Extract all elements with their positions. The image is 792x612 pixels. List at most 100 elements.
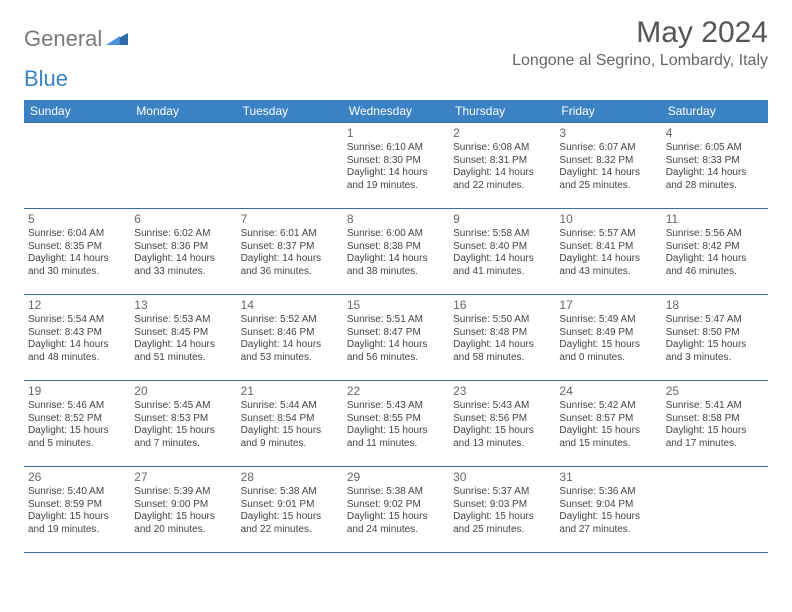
- day-detail-line: Daylight: 15 hours: [134, 511, 232, 524]
- day-detail-line: Daylight: 15 hours: [347, 425, 445, 438]
- day-number: 18: [666, 298, 764, 312]
- calendar-week-row: 12Sunrise: 5:54 AMSunset: 8:43 PMDayligh…: [24, 295, 768, 381]
- day-detail-line: Sunrise: 5:36 AM: [559, 486, 657, 499]
- day-number: 20: [134, 384, 232, 398]
- day-detail-line: Sunrise: 5:42 AM: [559, 400, 657, 413]
- day-number: 24: [559, 384, 657, 398]
- calendar-day-cell: 29Sunrise: 5:38 AMSunset: 9:02 PMDayligh…: [343, 467, 449, 553]
- calendar-day-cell: 28Sunrise: 5:38 AMSunset: 9:01 PMDayligh…: [237, 467, 343, 553]
- day-number: 21: [241, 384, 339, 398]
- day-detail-line: Daylight: 14 hours: [241, 253, 339, 266]
- day-header: Thursday: [449, 100, 555, 123]
- day-detail-line: Sunrise: 5:46 AM: [28, 400, 126, 413]
- day-detail-line: Sunrise: 5:54 AM: [28, 314, 126, 327]
- day-detail-line: Sunset: 8:46 PM: [241, 327, 339, 340]
- day-number: 9: [453, 212, 551, 226]
- day-detail-line: Daylight: 14 hours: [666, 253, 764, 266]
- calendar-day-cell: 27Sunrise: 5:39 AMSunset: 9:00 PMDayligh…: [130, 467, 236, 553]
- calendar-day-cell: 12Sunrise: 5:54 AMSunset: 8:43 PMDayligh…: [24, 295, 130, 381]
- calendar-day-cell: 4Sunrise: 6:05 AMSunset: 8:33 PMDaylight…: [662, 123, 768, 209]
- calendar-empty-cell: [130, 123, 236, 209]
- calendar-day-cell: 22Sunrise: 5:43 AMSunset: 8:55 PMDayligh…: [343, 381, 449, 467]
- day-header: Tuesday: [237, 100, 343, 123]
- day-detail-line: Sunrise: 5:37 AM: [453, 486, 551, 499]
- day-detail-line: and 58 minutes.: [453, 352, 551, 365]
- day-detail-line: Sunrise: 5:38 AM: [241, 486, 339, 499]
- day-detail-line: Daylight: 15 hours: [453, 511, 551, 524]
- day-detail-line: Sunset: 8:57 PM: [559, 413, 657, 426]
- day-header: Wednesday: [343, 100, 449, 123]
- day-detail-line: Sunset: 8:31 PM: [453, 155, 551, 168]
- day-number: 11: [666, 212, 764, 226]
- day-detail-line: Sunset: 9:00 PM: [134, 499, 232, 512]
- day-number: 28: [241, 470, 339, 484]
- calendar-day-cell: 25Sunrise: 5:41 AMSunset: 8:58 PMDayligh…: [662, 381, 768, 467]
- calendar-day-cell: 1Sunrise: 6:10 AMSunset: 8:30 PMDaylight…: [343, 123, 449, 209]
- calendar-day-cell: 14Sunrise: 5:52 AMSunset: 8:46 PMDayligh…: [237, 295, 343, 381]
- day-detail-line: and 36 minutes.: [241, 266, 339, 279]
- day-detail-line: Sunrise: 5:40 AM: [28, 486, 126, 499]
- calendar-day-cell: 23Sunrise: 5:43 AMSunset: 8:56 PMDayligh…: [449, 381, 555, 467]
- day-detail-line: Sunrise: 5:51 AM: [347, 314, 445, 327]
- day-number: 19: [28, 384, 126, 398]
- day-detail-line: Sunset: 8:52 PM: [28, 413, 126, 426]
- day-detail-line: and 28 minutes.: [666, 180, 764, 193]
- day-number: 26: [28, 470, 126, 484]
- day-detail-line: and 13 minutes.: [453, 438, 551, 451]
- day-header: Saturday: [662, 100, 768, 123]
- day-header: Monday: [130, 100, 236, 123]
- day-detail-line: Sunrise: 6:01 AM: [241, 228, 339, 241]
- day-number: 16: [453, 298, 551, 312]
- logo-text-blue: Blue: [24, 66, 68, 92]
- day-detail-line: Daylight: 15 hours: [28, 511, 126, 524]
- calendar-day-cell: 24Sunrise: 5:42 AMSunset: 8:57 PMDayligh…: [555, 381, 661, 467]
- day-detail-line: Sunset: 9:02 PM: [347, 499, 445, 512]
- day-detail-line: Sunset: 8:36 PM: [134, 241, 232, 254]
- calendar-week-row: 26Sunrise: 5:40 AMSunset: 8:59 PMDayligh…: [24, 467, 768, 553]
- day-detail-line: and 22 minutes.: [453, 180, 551, 193]
- day-detail-line: Sunset: 8:45 PM: [134, 327, 232, 340]
- day-detail-line: Daylight: 15 hours: [559, 511, 657, 524]
- day-number: 3: [559, 126, 657, 140]
- calendar-day-cell: 19 Sunrise: 5:46 AMSunset: 8:52 PMDayligh…: [24, 381, 130, 467]
- day-detail-line: Sunrise: 6:10 AM: [347, 142, 445, 155]
- calendar-day-cell: 15Sunrise: 5:51 AMSunset: 8:47 PMDayligh…: [343, 295, 449, 381]
- calendar-day-cell: 2Sunrise: 6:08 AMSunset: 8:31 PMDaylight…: [449, 123, 555, 209]
- day-detail-line: and 3 minutes.: [666, 352, 764, 365]
- day-number: 17: [559, 298, 657, 312]
- calendar-header-row: SundayMondayTuesdayWednesdayThursdayFrid…: [24, 100, 768, 123]
- day-header: Friday: [555, 100, 661, 123]
- day-detail-line: and 7 minutes.: [134, 438, 232, 451]
- calendar-day-cell: 5Sunrise: 6:04 AMSunset: 8:35 PMDaylight…: [24, 209, 130, 295]
- day-detail-line: Daylight: 14 hours: [453, 167, 551, 180]
- day-detail-line: and 43 minutes.: [559, 266, 657, 279]
- day-detail-line: Sunset: 8:47 PM: [347, 327, 445, 340]
- day-detail-line: Daylight: 14 hours: [559, 253, 657, 266]
- day-detail-line: and 9 minutes.: [241, 438, 339, 451]
- day-detail-line: and 24 minutes.: [347, 524, 445, 537]
- day-detail-line: and 15 minutes.: [559, 438, 657, 451]
- calendar-day-cell: 17Sunrise: 5:49 AMSunset: 8:49 PMDayligh…: [555, 295, 661, 381]
- day-detail-line: Sunset: 8:32 PM: [559, 155, 657, 168]
- day-detail-line: Sunset: 8:38 PM: [347, 241, 445, 254]
- day-detail-line: Daylight: 15 hours: [28, 425, 126, 438]
- calendar-day-cell: 10Sunrise: 5:57 AMSunset: 8:41 PMDayligh…: [555, 209, 661, 295]
- calendar-empty-cell: [24, 123, 130, 209]
- day-detail-line: Sunset: 8:35 PM: [28, 241, 126, 254]
- calendar-body: 1Sunrise: 6:10 AMSunset: 8:30 PMDaylight…: [24, 123, 768, 553]
- day-number: 6: [134, 212, 232, 226]
- day-detail-line: Daylight: 15 hours: [241, 511, 339, 524]
- day-detail-line: Sunset: 8:30 PM: [347, 155, 445, 168]
- day-detail-line: Daylight: 15 hours: [453, 425, 551, 438]
- day-number: 10: [559, 212, 657, 226]
- day-detail-line: Daylight: 14 hours: [559, 167, 657, 180]
- day-detail-line: Daylight: 14 hours: [453, 339, 551, 352]
- day-detail-line: Daylight: 14 hours: [28, 339, 126, 352]
- calendar-day-cell: 21Sunrise: 5:44 AMSunset: 8:54 PMDayligh…: [237, 381, 343, 467]
- day-detail-line: Daylight: 14 hours: [666, 167, 764, 180]
- calendar-day-cell: 7Sunrise: 6:01 AMSunset: 8:37 PMDaylight…: [237, 209, 343, 295]
- day-detail-line: Sunrise: 6:04 AM: [28, 228, 126, 241]
- day-detail-line: Sunrise: 5:45 AM: [134, 400, 232, 413]
- day-number: 22: [347, 384, 445, 398]
- day-detail-line: and 19 minutes.: [28, 524, 126, 537]
